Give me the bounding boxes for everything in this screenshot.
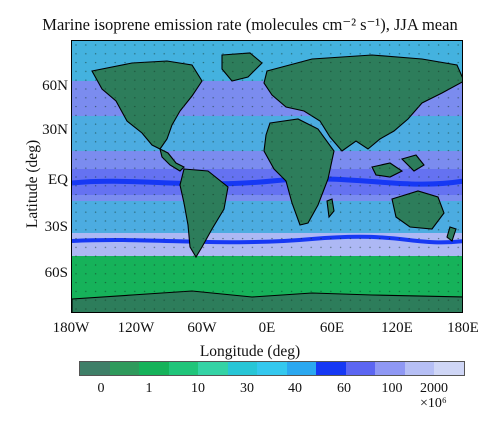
colorbar-tick-40: 40 xyxy=(288,381,302,396)
colorbar xyxy=(79,361,465,376)
colorbar-scale-label: ×10⁶ xyxy=(420,396,447,411)
lon-tick-120w: 120W xyxy=(117,320,155,336)
colorbar-tick-2000: 2000 xyxy=(420,381,448,396)
lon-tick-180w: 180W xyxy=(52,320,90,336)
colorbar-swatch xyxy=(286,362,317,375)
lon-tick-120e: 120E xyxy=(381,320,413,336)
colorbar-swatch xyxy=(316,362,346,375)
lat-tick-60n: 60N xyxy=(42,78,68,94)
lon-tick-60e: 60E xyxy=(319,320,345,336)
colorbar-swatch xyxy=(80,362,110,375)
lon-tick-0e: 0E xyxy=(258,320,276,336)
colorbar-swatch xyxy=(375,362,405,375)
colorbar-swatch xyxy=(109,362,140,375)
colorbar-tick-1: 1 xyxy=(145,381,153,396)
lat-tick-30n: 30N xyxy=(42,122,68,138)
colorbar-tick-100: 100 xyxy=(381,381,403,396)
colorbar-swatch xyxy=(345,362,376,375)
colorbar-swatch xyxy=(139,362,169,375)
lat-tick-60s: 60S xyxy=(44,265,68,281)
colorbar-tick-0: 0 xyxy=(97,381,105,396)
map-title: Marine isoprene emission rate (molecules… xyxy=(42,15,458,34)
colorbar-swatch xyxy=(227,362,258,375)
emission-map xyxy=(71,40,463,313)
colorbar-tick-30: 30 xyxy=(240,381,254,396)
grid-dots xyxy=(72,41,462,312)
colorbar-swatch xyxy=(168,362,199,375)
colorbar-swatch xyxy=(257,362,287,375)
colorbar-swatch xyxy=(198,362,228,375)
lon-tick-60w: 60W xyxy=(187,320,217,336)
lat-tick-eq: EQ xyxy=(48,172,68,188)
colorbar-tick-60: 60 xyxy=(337,381,351,396)
x-axis-label: Longitude (deg) xyxy=(199,343,301,360)
lat-tick-30s: 30S xyxy=(44,219,68,235)
colorbar-swatch xyxy=(404,362,435,375)
lon-tick-180e: 180E xyxy=(447,320,479,336)
map-graphic xyxy=(72,41,462,312)
colorbar-swatch xyxy=(434,362,464,375)
colorbar-tick-10: 10 xyxy=(191,381,205,396)
